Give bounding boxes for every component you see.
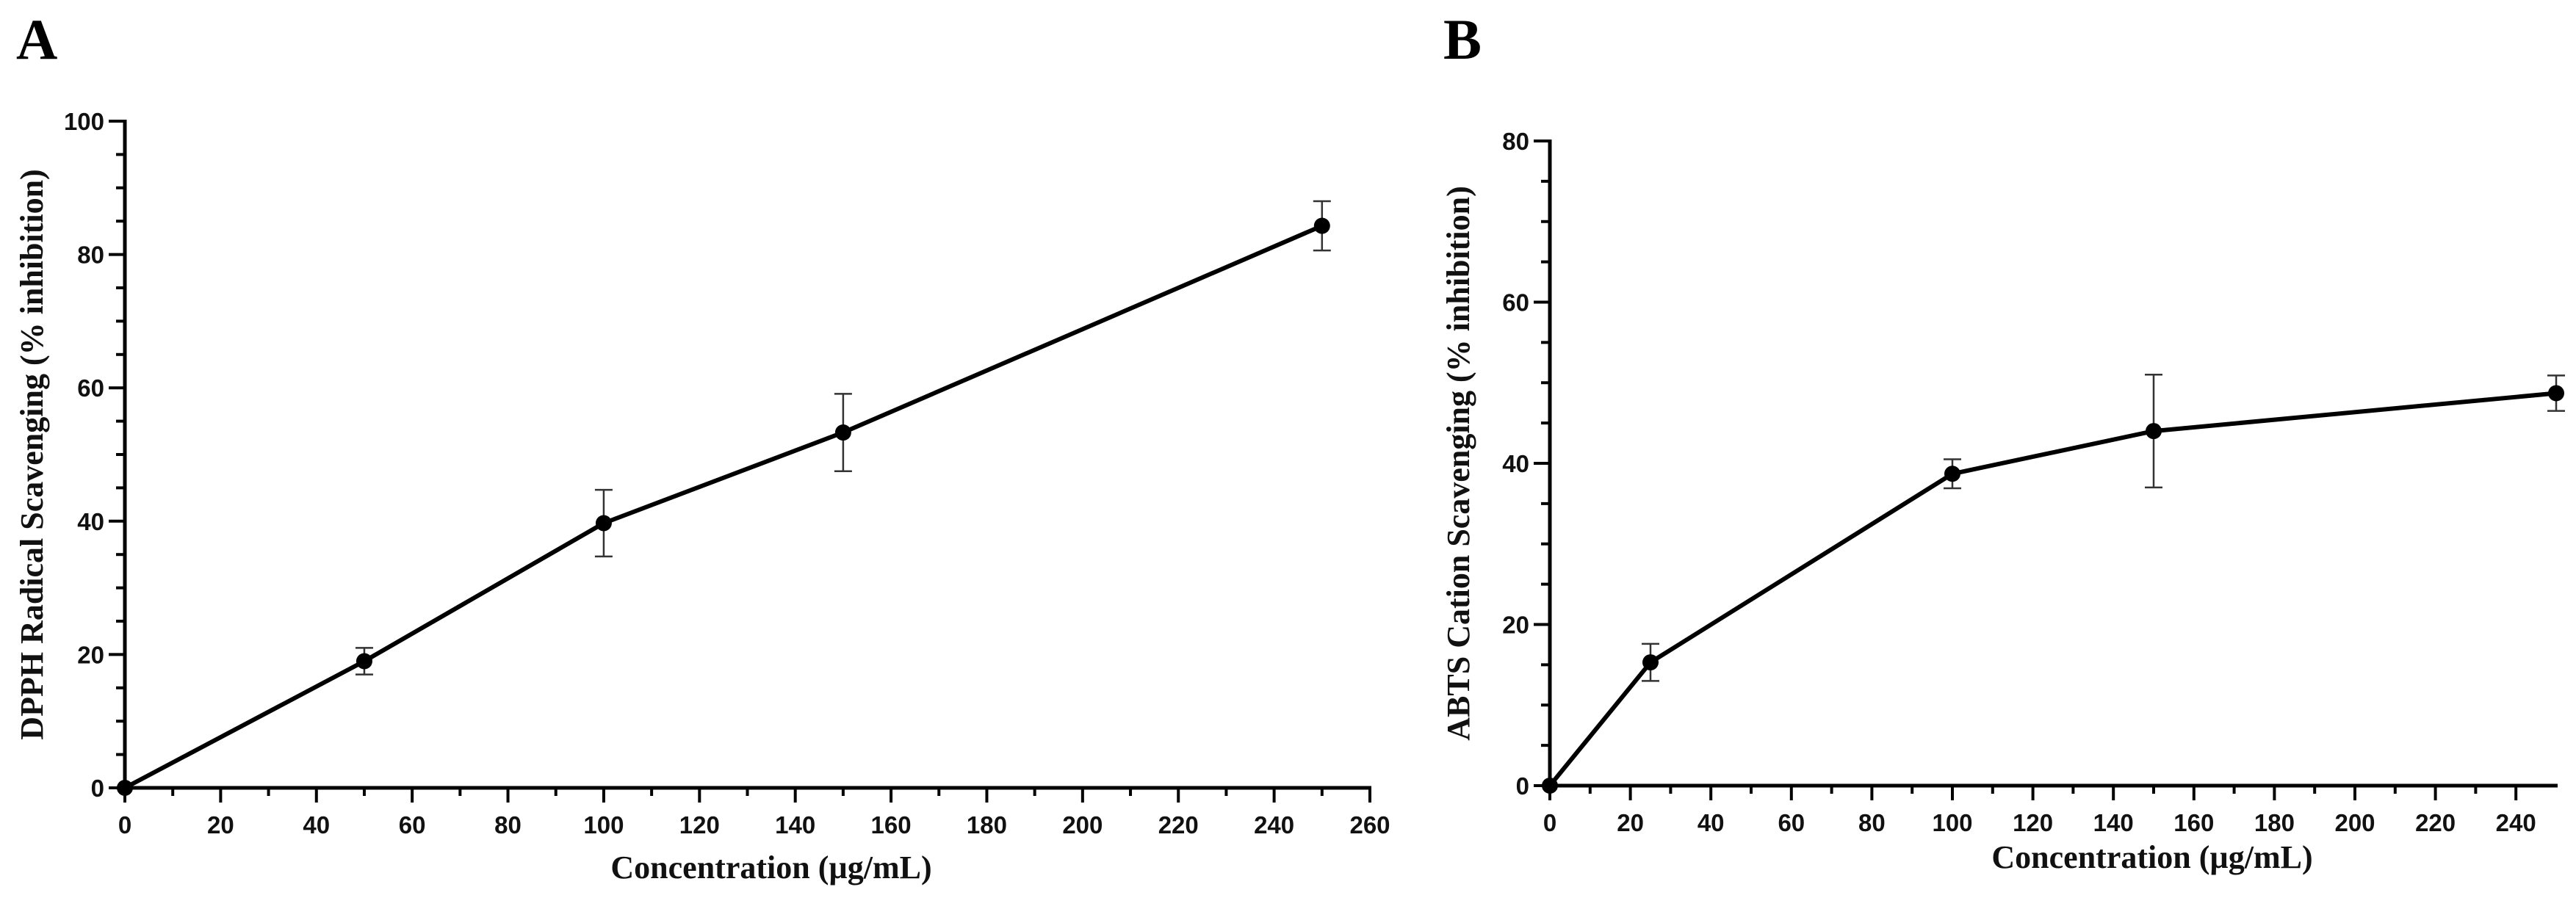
data-point-a [356,653,372,670]
y-axis-title-a: DPPH Radical Scavenging (% inhibition) [14,169,50,739]
y-tick-label-b: 60 [1502,289,1529,316]
x-tick-label-a: 220 [1158,811,1199,839]
data-point-b [2548,385,2564,402]
data-point-b [1944,466,1960,482]
x-tick-label-b: 120 [2013,809,2053,836]
x-tick-label-a: 200 [1062,811,1103,839]
series-line-a [123,223,1323,790]
x-tick-label-b: 80 [1858,809,1886,836]
chart-b-abts: Concentration (µg/mL) ABTS Cation Scaven… [1440,128,2565,875]
y-tick-label-a: 0 [91,775,104,802]
x-tick-label-b: 240 [2496,809,2536,836]
y-tick-label-b: 20 [1502,612,1529,639]
y-tick-label-b: 80 [1502,128,1529,155]
data-point-b [1542,778,1558,794]
x-tick-label-a: 120 [679,811,720,839]
data-point-a [1313,217,1330,234]
x-tick-label-b: 160 [2173,809,2214,836]
y-axis-title-b: ABTS Cation Scavenging (% inhibition) [1440,186,1476,741]
x-tick-label-a: 240 [1254,811,1294,839]
x-tick-label-b: 180 [2254,809,2295,836]
x-tick-label-b: 140 [2093,809,2134,836]
x-axis-title-a: Concentration (µg/mL) [610,850,931,886]
x-tick-label-a: 40 [303,811,330,839]
x-axis-title-b: Concentration (µg/mL) [1991,839,2312,875]
data-point-a [834,424,851,441]
x-tick-label-a: 140 [775,811,815,839]
x-tick-label-a: 60 [399,811,426,839]
x-tick-label-a: 260 [1349,811,1390,839]
y-tick-label-a: 60 [77,374,104,402]
x-tick-label-b: 220 [2415,809,2456,836]
x-tick-label-a: 0 [118,811,131,839]
chart-a-dpph: Concentration (µg/mL) DPPH Radical Scave… [14,108,1390,886]
y-tick-label-b: 0 [1516,772,1529,800]
y-tick-label-a: 100 [64,108,104,135]
y-tick-label-a: 20 [77,641,104,668]
series-line-b [1548,391,2557,787]
x-tick-label-a: 160 [871,811,912,839]
panel-label-b: B [1443,7,1482,71]
panel-label-a: A [16,7,57,71]
y-tick-label-a: 40 [77,508,104,535]
data-point-a [117,780,133,796]
y-tick-label-b: 40 [1502,450,1529,477]
x-tick-label-b: 0 [1543,809,1556,836]
data-point-a [595,515,612,532]
data-point-b [2146,423,2162,440]
x-tick-label-a: 20 [207,811,234,839]
x-tick-label-b: 100 [1932,809,1972,836]
x-tick-label-b: 60 [1778,809,1805,836]
x-tick-label-b: 40 [1698,809,1725,836]
x-tick-label-a: 80 [494,811,522,839]
data-point-b [1642,654,1659,671]
y-tick-label-a: 80 [77,242,104,269]
x-tick-label-b: 20 [1617,809,1644,836]
x-tick-label-b: 200 [2334,809,2375,836]
x-tick-label-a: 100 [583,811,624,839]
x-tick-label-a: 180 [967,811,1007,839]
